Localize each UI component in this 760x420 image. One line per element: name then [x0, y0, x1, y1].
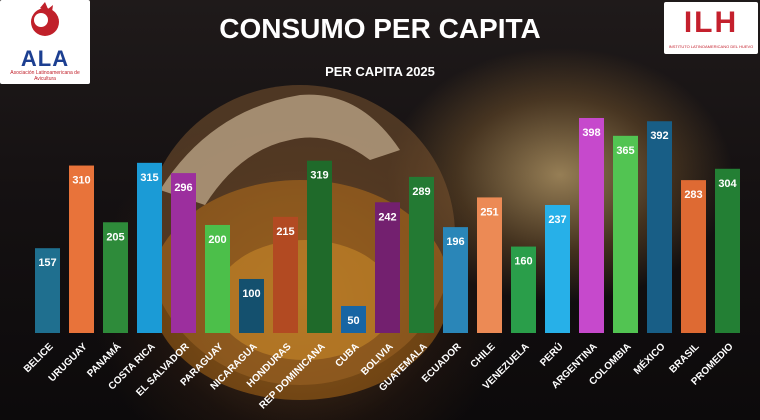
bar-5: [205, 224, 230, 333]
bar-3: [137, 162, 162, 333]
ala-logo-text: ALA: [20, 46, 70, 71]
bar-20: [715, 168, 740, 333]
category-label: CHILE: [469, 341, 498, 370]
bar-16: [579, 118, 604, 333]
bar-value-label: 242: [378, 211, 396, 223]
bar-17: [613, 135, 638, 333]
category-label: PERÚ: [537, 340, 566, 369]
bar-2: [103, 222, 128, 333]
bar-value-label: 50: [347, 315, 359, 327]
bar-value-label: 237: [548, 214, 566, 226]
bar-value-label: 251: [480, 206, 498, 218]
bar-11: [409, 176, 434, 333]
bar-1: [69, 165, 94, 333]
ala-logo: [0, 0, 90, 84]
bar-value-label: 315: [140, 172, 158, 184]
bar-0: [35, 248, 60, 333]
bar-value-label: 283: [684, 189, 702, 201]
ilh-logo: [664, 2, 758, 54]
bar-value-label: 365: [616, 145, 634, 157]
bar-12: [443, 227, 468, 333]
category-label: MÉXICO: [631, 340, 668, 377]
bar-10: [375, 202, 400, 333]
chart-subtitle: PER CAPITA 2025: [325, 64, 435, 79]
bar-18: [647, 121, 672, 333]
bar-13: [477, 197, 502, 333]
bar-value-label: 205: [106, 231, 124, 243]
bar-15: [545, 204, 570, 333]
bar-value-label: 100: [242, 288, 260, 300]
bar-6: [239, 278, 264, 333]
category-label: CUBA: [333, 341, 361, 369]
bar-value-label: 398: [582, 127, 600, 139]
bar-value-label: 310: [72, 175, 90, 187]
bar-value-label: 296: [174, 182, 192, 194]
bar-value-label: 289: [412, 186, 430, 198]
ilh-logo-text: ILH: [683, 6, 739, 39]
bar-7: [273, 216, 298, 333]
chart-title: CONSUMO PER CAPITA: [219, 13, 541, 44]
category-label: BELICE: [22, 341, 56, 375]
bar-value-label: 200: [208, 234, 226, 246]
bar-value-label: 215: [276, 226, 294, 238]
bar-4: [171, 173, 196, 333]
ilh-logo-subtext: INSTITUTO LATINOAMERICANO DEL HUEVO: [668, 44, 754, 49]
bar-value-label: 157: [38, 257, 56, 269]
bar-value-label: 196: [446, 236, 464, 248]
bar-value-label: 304: [718, 178, 737, 190]
bar-value-label: 392: [650, 130, 668, 142]
bar-14: [511, 246, 536, 333]
bar-value-label: 160: [514, 256, 532, 268]
bar-8: [307, 160, 332, 333]
bar-19: [681, 180, 706, 333]
ala-logo-subtext: Asociación Latinoamericana de Avicultura: [10, 70, 80, 82]
category-label: BRASIL: [668, 341, 702, 375]
rooster-icon: [31, 2, 59, 36]
bar-value-label: 319: [310, 170, 328, 182]
category-label: REP DOMINICANA: [258, 341, 328, 411]
bar-9: [341, 305, 366, 333]
